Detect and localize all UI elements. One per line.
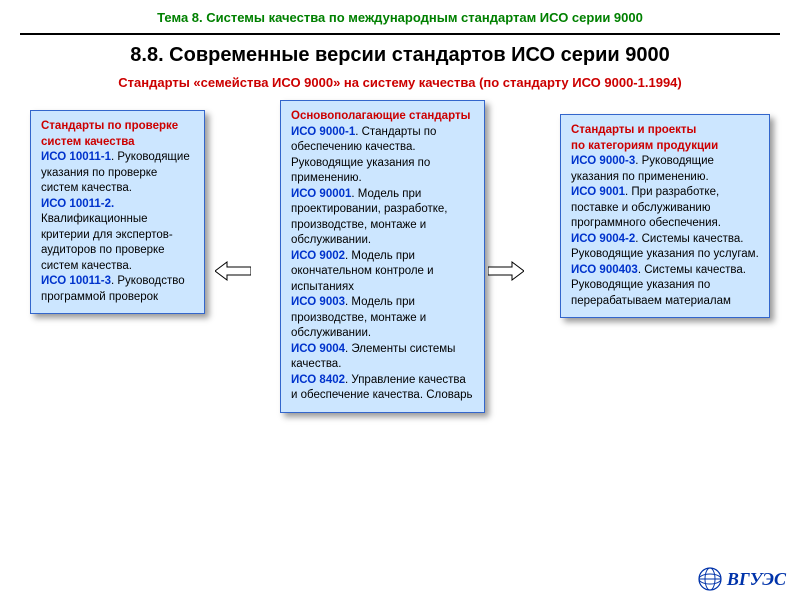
- box-product-category-standards: Стандарты и проекты по категориям продук…: [560, 114, 770, 318]
- iso-10011-3-code: ИСО 10011-3: [41, 275, 111, 287]
- iso-9004-2-text2: Руководящие указания по услугам.: [571, 248, 759, 260]
- iso-10011-2-code: ИСО 10011-2.: [41, 198, 114, 210]
- logo-text: ВГУЭС: [727, 569, 786, 590]
- box-verification-standards: Стандарты по проверке систем качества ИС…: [30, 110, 205, 314]
- iso-10011-2-text: Квалификационные критерии для экспертов-…: [41, 213, 173, 272]
- subtitle: Стандарты «семейства ИСО 9000» на систем…: [0, 75, 800, 90]
- arrow-right-icon: [488, 260, 524, 282]
- box3-heading2: по категориям продукции: [571, 140, 718, 152]
- iso-9000-1-code: ИСО 9000-1: [291, 126, 355, 138]
- iso-9002-code: ИСО 9002: [291, 250, 345, 262]
- iso-9004-2-text: . Системы качества.: [635, 233, 743, 245]
- logo: ВГУЭС: [697, 566, 786, 592]
- iso-9001-code: ИСО 9001: [571, 186, 625, 198]
- box1-heading2: систем качества: [41, 136, 135, 148]
- iso-900403-text2: Руководящие указания по перерабатываем м…: [571, 279, 731, 307]
- divider: [20, 33, 780, 35]
- iso-8402-code: ИСО 8402: [291, 374, 345, 386]
- box1-heading: Стандарты по проверке: [41, 120, 178, 132]
- iso-9000-3-code: ИСО 9000-3: [571, 155, 635, 167]
- boxes-row: Стандарты по проверке систем качества ИС…: [0, 100, 800, 413]
- iso-9003-code: ИСО 9003: [291, 296, 345, 308]
- iso-10011-1-code: ИСО 10011-1: [41, 151, 111, 163]
- iso-900403-code: ИСО 900403: [571, 264, 638, 276]
- box-fundamental-standards: Основополагающие стандарты ИСО 9000-1. С…: [280, 100, 485, 413]
- iso-9004-code: ИСО 9004: [291, 343, 345, 355]
- iso-9004-2-code: ИСО 9004-2: [571, 233, 635, 245]
- box3-heading: Стандарты и проекты: [571, 124, 696, 136]
- iso-90001-code: ИСО 90001: [291, 188, 351, 200]
- iso-900403-text: . Системы качества.: [638, 264, 746, 276]
- arrow-left-icon: [215, 260, 251, 282]
- main-title: 8.8. Современные версии стандартов ИСО с…: [0, 43, 800, 67]
- box2-heading: Основополагающие стандарты: [291, 110, 470, 122]
- topic-header: Тема 8. Системы качества по международны…: [0, 0, 800, 29]
- globe-icon: [697, 566, 723, 592]
